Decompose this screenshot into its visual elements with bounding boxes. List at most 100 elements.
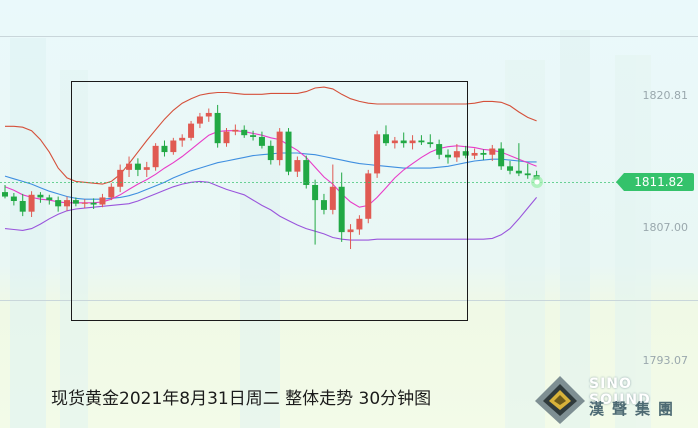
candle <box>382 125 389 146</box>
candle <box>418 135 425 145</box>
candle-body <box>400 140 407 144</box>
candle-body <box>72 200 79 204</box>
candle-body <box>81 202 88 204</box>
candle <box>46 194 53 205</box>
candle-body <box>223 131 230 144</box>
candle <box>241 125 248 138</box>
candle-body <box>507 166 514 171</box>
candle <box>515 143 522 177</box>
price-label-mid: 1807.00 <box>642 221 689 234</box>
candle-body <box>241 129 248 136</box>
candle-body <box>453 151 460 158</box>
candle-body <box>312 184 319 201</box>
candle <box>374 130 381 178</box>
candle-body <box>382 134 389 144</box>
price-label-bottom: 1793.07 <box>642 354 689 367</box>
candle-body <box>205 112 212 117</box>
candle <box>72 197 79 207</box>
candle-body <box>320 200 327 210</box>
candle-body <box>188 123 195 138</box>
candle <box>453 144 460 162</box>
candle <box>303 155 310 189</box>
candle-body <box>250 135 257 137</box>
price-label-top: 1820.81 <box>642 89 689 102</box>
logo-english-text: SINO SOUND <box>589 376 651 408</box>
candle-body <box>436 144 443 155</box>
candle-body <box>418 140 425 143</box>
candle <box>143 161 150 177</box>
upper-band-line <box>5 86 537 185</box>
candle <box>37 192 44 203</box>
candle <box>489 144 496 161</box>
candle-body <box>19 200 26 212</box>
background-skyline <box>10 30 651 428</box>
candle <box>312 179 319 245</box>
candle-body <box>480 152 487 155</box>
current-price-tag: 1811.82 <box>616 173 694 191</box>
candle-body <box>46 197 53 201</box>
candle <box>250 130 257 141</box>
candle <box>28 191 35 218</box>
candle <box>10 192 17 206</box>
candle <box>2 184 8 199</box>
candle <box>214 104 221 148</box>
candle-body <box>356 218 363 230</box>
candle <box>276 128 283 166</box>
candle <box>436 139 443 160</box>
candle <box>391 136 398 149</box>
candle <box>445 149 451 164</box>
candle <box>338 172 345 242</box>
candle-body <box>37 194 44 198</box>
candle <box>205 108 212 122</box>
candle-body <box>524 173 531 176</box>
candle <box>196 112 203 129</box>
candle <box>427 134 434 148</box>
candle <box>320 193 327 215</box>
candle-body <box>427 142 434 145</box>
candle-body <box>329 186 336 210</box>
candle <box>524 163 531 179</box>
candle <box>99 193 106 208</box>
candle-body <box>143 167 150 170</box>
candle <box>19 193 26 217</box>
chart-caption: 现货黄金2021年8月31日周二 整体走势 30分钟图 <box>51 389 432 409</box>
candle-body <box>276 131 283 161</box>
candle <box>64 196 71 211</box>
company-logo: SINO SOUND 漢聲集團 <box>527 372 698 428</box>
candle <box>188 120 195 141</box>
candle-body <box>515 170 522 174</box>
candle-body <box>347 229 354 233</box>
candle <box>356 215 363 235</box>
candle-body <box>445 154 451 158</box>
candle <box>462 145 469 159</box>
candle-body <box>161 145 168 153</box>
candle <box>285 128 292 176</box>
candle <box>329 164 336 215</box>
candle-body <box>28 194 35 212</box>
candle <box>223 128 230 147</box>
candle-body <box>409 140 416 144</box>
candle-body <box>391 140 398 144</box>
candle-body <box>134 163 141 170</box>
candle <box>152 143 159 171</box>
candle <box>108 183 115 201</box>
candle-body <box>374 134 381 174</box>
candle-body <box>117 169 124 187</box>
candle <box>471 148 478 160</box>
candle <box>179 134 186 147</box>
candle <box>258 131 265 149</box>
candle <box>409 135 416 150</box>
candle-body <box>214 112 221 144</box>
candle-body <box>285 131 292 172</box>
candle-body <box>267 145 274 161</box>
candle-body <box>489 148 496 155</box>
candle-body <box>462 151 469 156</box>
candle-body <box>294 160 301 172</box>
current-price-dot-core <box>534 179 540 185</box>
candle <box>480 149 487 161</box>
candle-body <box>64 200 71 207</box>
candle-body <box>170 140 177 153</box>
